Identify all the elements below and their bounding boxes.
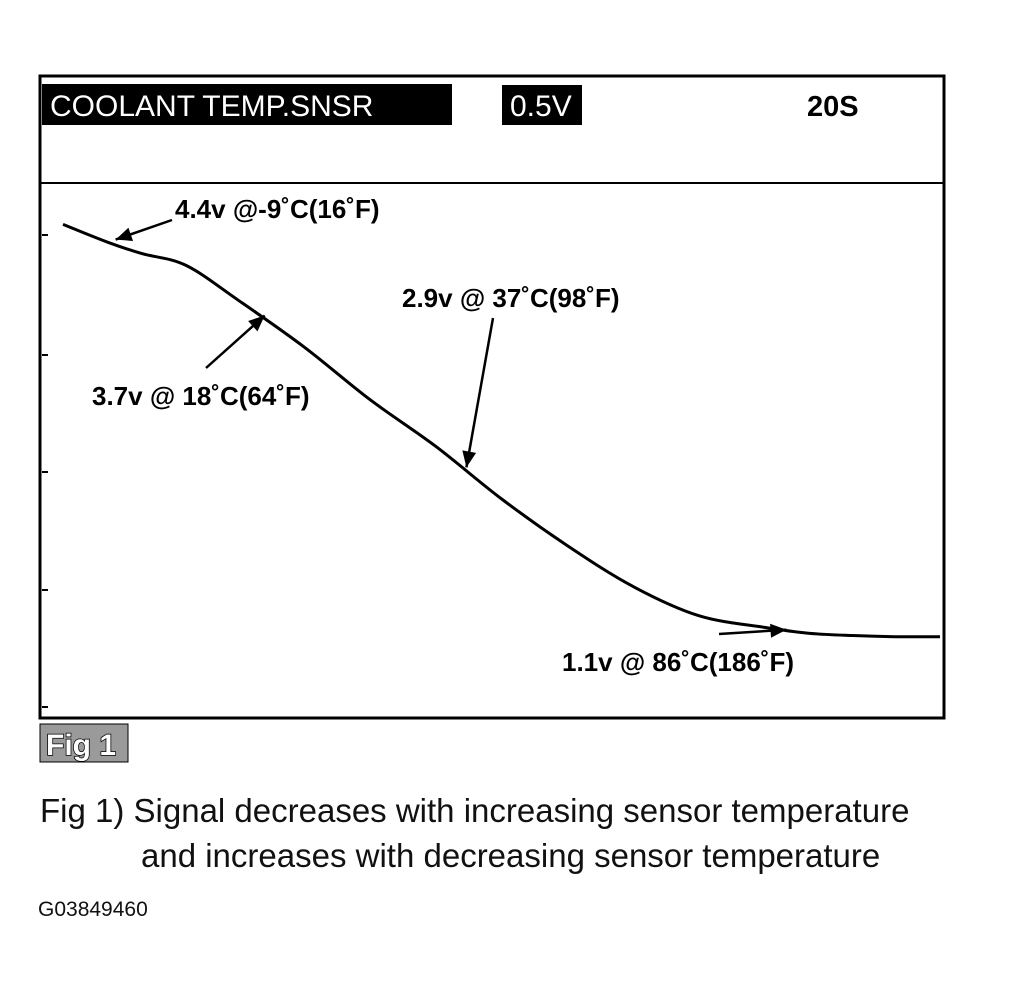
annotation-arrowhead bbox=[248, 315, 265, 332]
annotation-arrowhead bbox=[770, 623, 787, 638]
chart-title: COOLANT TEMP.SNSR bbox=[50, 90, 373, 123]
annotation-label: 4.4v @-9˚C(16˚F) bbox=[175, 194, 380, 224]
scale-label: 0.5V bbox=[510, 90, 572, 123]
annotation-arrow-line bbox=[465, 317, 495, 468]
annotation-label: 3.7v @ 18˚C(64˚F) bbox=[92, 381, 310, 411]
y-axis-ticks bbox=[42, 234, 48, 708]
plot-area bbox=[62, 223, 941, 639]
annotation-label: 1.1v @ 86˚C(186˚F) bbox=[562, 647, 794, 677]
annotation: 2.9v @ 37˚C(98˚F) bbox=[402, 283, 620, 468]
annotation: 4.4v @-9˚C(16˚F) bbox=[115, 194, 380, 241]
signal-line bbox=[62, 223, 941, 639]
annotation: 3.7v @ 18˚C(64˚F) bbox=[92, 314, 310, 411]
fig-tag: Fig 1 bbox=[46, 729, 116, 762]
caption-line-1: Fig 1) Signal decreases with increasing … bbox=[40, 792, 910, 829]
annotations: 4.4v @-9˚C(16˚F) 3.7v @ 18˚C(64˚F) 2.9v @ … bbox=[92, 194, 794, 677]
figure-id: G03849460 bbox=[38, 898, 148, 921]
annotation: 1.1v @ 86˚C(186˚F) bbox=[562, 623, 794, 677]
fig-tag-box bbox=[39, 723, 129, 763]
caption-line-2: and increases with decreasing sensor tem… bbox=[141, 837, 881, 874]
scale-box bbox=[502, 85, 582, 125]
annotation-label: 2.9v @ 37˚C(98˚F) bbox=[402, 283, 620, 313]
title-box bbox=[42, 84, 452, 125]
time-label: 20S bbox=[807, 91, 859, 123]
annotation-arrowhead bbox=[115, 227, 134, 241]
annotation-arrowhead bbox=[462, 450, 477, 468]
